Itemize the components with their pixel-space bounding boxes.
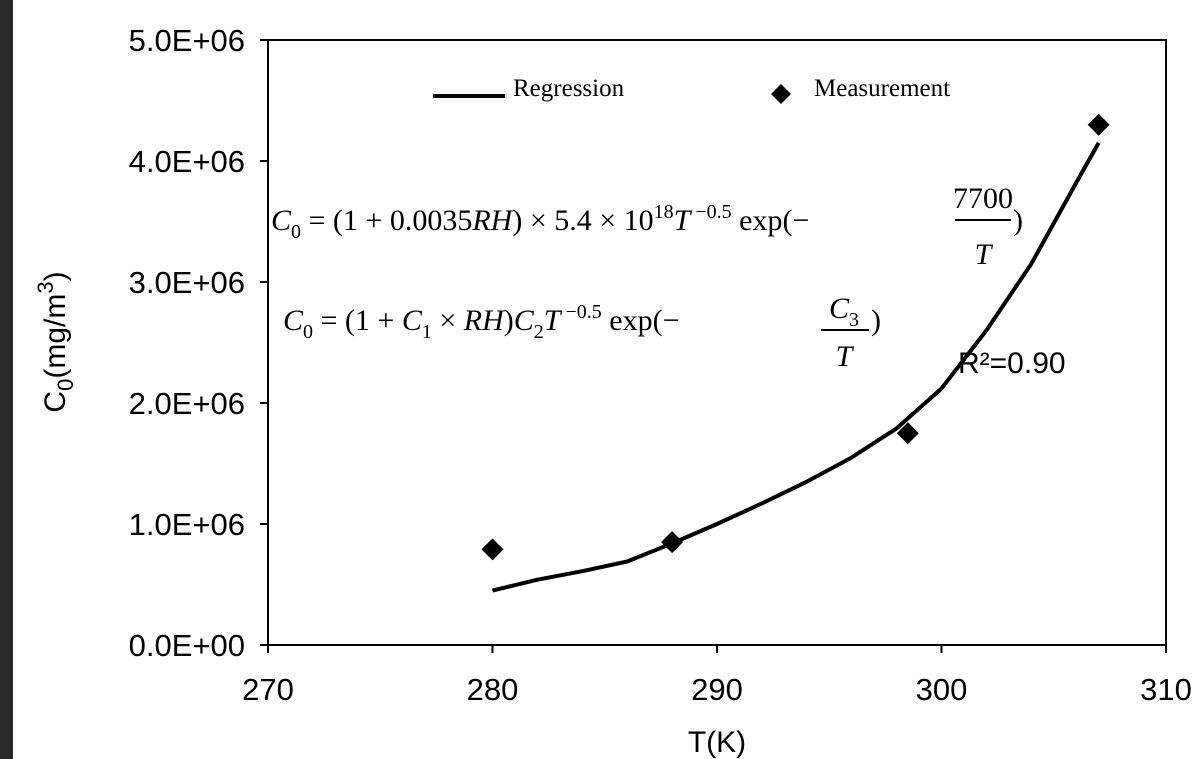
legend-measurement-label: Measurement [814,75,950,102]
chart-frame: 270 280 290 300 310 0.0E+00 1.0E+06 2.0E+06 3.0… [13,0,1192,759]
regression-line [492,141,1101,593]
x-tick-label: 280 [467,672,519,707]
x-axis-ticks: 270 280 290 300 310 [242,645,1192,707]
legend-measurement-marker [771,84,791,104]
svg-text:C3: C3 [829,292,859,331]
x-tick-label: 310 [1140,672,1192,707]
y-tick-label: 5.0E+06 [129,23,245,58]
chart-svg: 270 280 290 300 310 0.0E+00 1.0E+06 2.0E+06 3.0… [33,23,1192,759]
svg-text:C0 = (1 + 0.0035RH) × 5.4 × 10: C0 = (1 + 0.0035RH) × 5.4 × 1018T −0.5 e… [271,201,809,243]
measurement-point [481,538,504,561]
plot-area [267,39,1167,646]
measurement-point [896,422,919,445]
legend: Regression Measurement [433,75,950,104]
r-squared-label: R²=0.90 [958,347,1066,380]
svg-text:): ) [1013,204,1023,237]
svg-text:T: T [975,238,994,271]
y-axis-ticks: 0.0E+00 1.0E+06 2.0E+06 3.0E+06 4.0E+06 5.0E+… [129,23,268,663]
legend-regression-label: Regression [513,75,625,102]
measurement-point [1087,113,1110,136]
x-tick-label: 300 [916,672,968,707]
svg-text:T: T [836,340,855,373]
y-tick-label: 4.0E+06 [129,144,245,179]
x-tick-label: 270 [242,672,294,707]
x-tick-label: 290 [691,672,743,707]
equation-general: C0 = (1 + C1 × RH)C2T −0.5 exp(− C3 T ) [283,292,881,373]
equation-fitted: C0 = (1 + 0.0035RH) × 5.4 × 1018T −0.5 e… [271,182,1023,271]
y-axis-title: C0(mg/m3) [33,271,78,412]
y-tick-label: 3.0E+06 [129,265,245,300]
svg-text:7700: 7700 [953,182,1013,215]
svg-text:): ) [871,304,881,337]
y-tick-label: 1.0E+06 [129,507,245,542]
svg-text:C0 = (1 + C1 × RH)C2T −0.5 exp: C0 = (1 + C1 × RH)C2T −0.5 exp(− [283,301,680,343]
y-tick-label: 0.0E+00 [129,628,245,663]
series-layer [481,113,1110,593]
x-axis-title: T(K) [688,726,746,759]
y-tick-label: 2.0E+06 [129,386,245,421]
